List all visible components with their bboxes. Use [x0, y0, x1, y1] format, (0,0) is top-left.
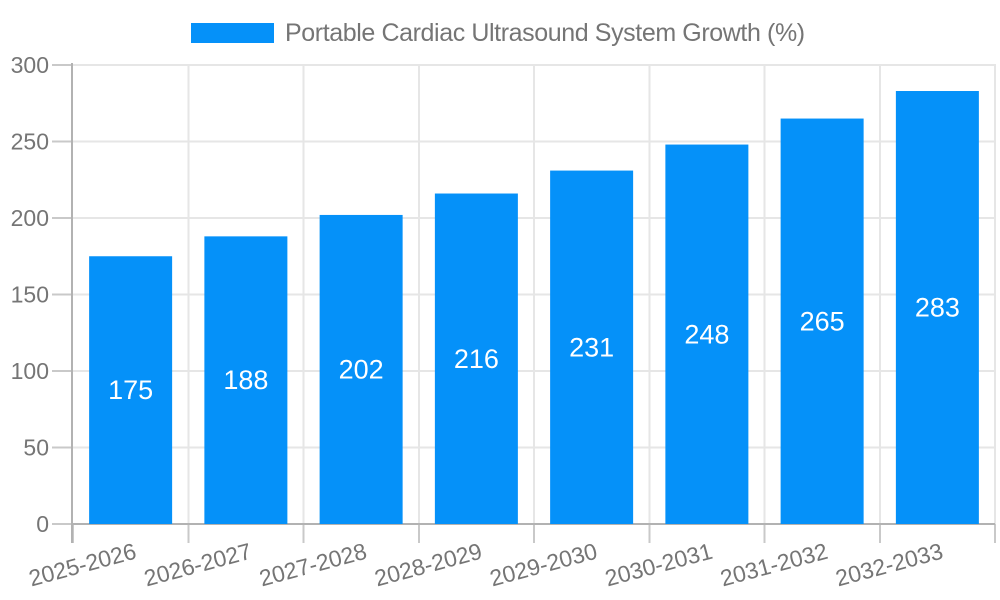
- bar-2029-2030[interactable]: [550, 170, 634, 524]
- x-tick-label: 2029-2030: [487, 538, 600, 592]
- bar-value-label: 231: [569, 332, 614, 362]
- bar-value-label: 175: [108, 375, 153, 405]
- legend-swatch-icon: [191, 23, 274, 43]
- bar-2026-2027[interactable]: [204, 236, 288, 525]
- y-tick-label: 0: [36, 511, 49, 537]
- x-tick-label: 2027-2028: [256, 538, 369, 592]
- bar-value-label: 202: [339, 354, 384, 384]
- bar-value-label: 248: [684, 319, 729, 349]
- x-tick-label: 2026-2027: [141, 538, 254, 592]
- legend-label: Portable Cardiac Ultrasound System Growt…: [285, 19, 805, 47]
- bar-value-label: 283: [915, 293, 960, 323]
- bar-2027-2028[interactable]: [319, 214, 403, 524]
- y-tick-label: 250: [11, 129, 49, 155]
- y-tick-label: 100: [11, 358, 49, 384]
- x-tick-label: 2032-2033: [833, 538, 946, 592]
- bar-2025-2026[interactable]: [89, 256, 173, 524]
- y-tick-label: 150: [11, 282, 49, 308]
- x-tick-label: 2030-2031: [602, 538, 715, 592]
- x-tick-label: 2031-2032: [717, 538, 830, 592]
- x-tick-label: 2028-2029: [372, 538, 485, 592]
- y-tick-label: 300: [11, 52, 49, 78]
- bar-value-label: 265: [800, 306, 845, 336]
- y-tick-label: 50: [23, 435, 49, 461]
- bar-2031-2032[interactable]: [780, 118, 864, 525]
- bar-value-label: 216: [454, 344, 499, 374]
- bar-2028-2029[interactable]: [434, 193, 518, 524]
- y-tick-label: 200: [11, 205, 49, 231]
- legend: Portable Cardiac Ultrasound System Growt…: [191, 19, 805, 47]
- bar-2030-2031[interactable]: [665, 144, 749, 524]
- bar-2032-2033[interactable]: [895, 91, 979, 524]
- bar-value-label: 188: [223, 365, 268, 395]
- x-tick-label: 2025-2026: [26, 538, 139, 592]
